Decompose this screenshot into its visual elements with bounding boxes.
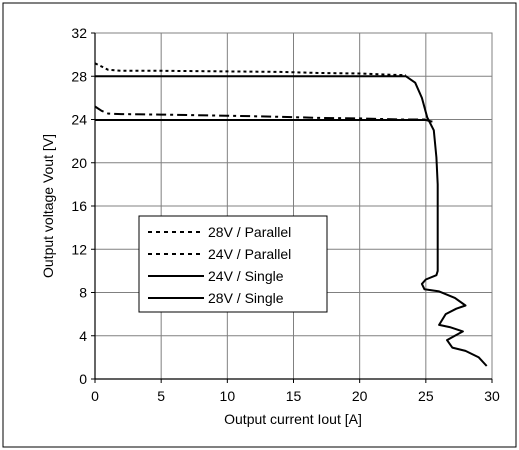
legend-label-1: 28V / Parallel (208, 224, 291, 240)
y-axis-label: Output voltage Vout [V] (40, 134, 56, 278)
legend: 28V / Parallel 24V / Parallel 24V / Single… (138, 215, 328, 313)
series-line-1 (94, 62, 407, 77)
legend-label-2: 24V / Parallel (208, 246, 291, 262)
x-ticks: 0 5 10 15 20 25 30 (91, 379, 500, 404)
x-tick-label: 20 (352, 388, 368, 404)
y-tick-label: 8 (79, 285, 87, 301)
x-axis-label: Output current Iout [A] (224, 411, 362, 427)
series-line-2 (94, 105, 426, 121)
y-tick-label: 0 (79, 371, 87, 387)
legend-label-3: 24V / Single (208, 268, 284, 284)
x-tick-label: 5 (157, 388, 165, 404)
x-tick-label: 30 (484, 388, 500, 404)
y-tick-label: 32 (71, 25, 87, 41)
x-tick-label: 0 (91, 388, 99, 404)
series-line-4 (95, 75, 488, 367)
y-tick-label: 28 (71, 68, 87, 84)
series-group (94, 62, 488, 367)
x-tick-label: 15 (286, 388, 302, 404)
y-tick-label: 16 (71, 198, 87, 214)
y-tick-label: 24 (71, 112, 87, 128)
x-tick-label: 25 (418, 388, 434, 404)
y-tick-label: 20 (71, 155, 87, 171)
y-tick-label: 4 (79, 328, 87, 344)
y-tick-label: 12 (71, 241, 87, 257)
x-tick-label: 10 (220, 388, 236, 404)
legend-box (138, 215, 328, 313)
y-ticks: 0 4 8 12 16 20 24 28 32 (71, 25, 95, 387)
legend-label-4: 28V / Single (208, 290, 284, 306)
